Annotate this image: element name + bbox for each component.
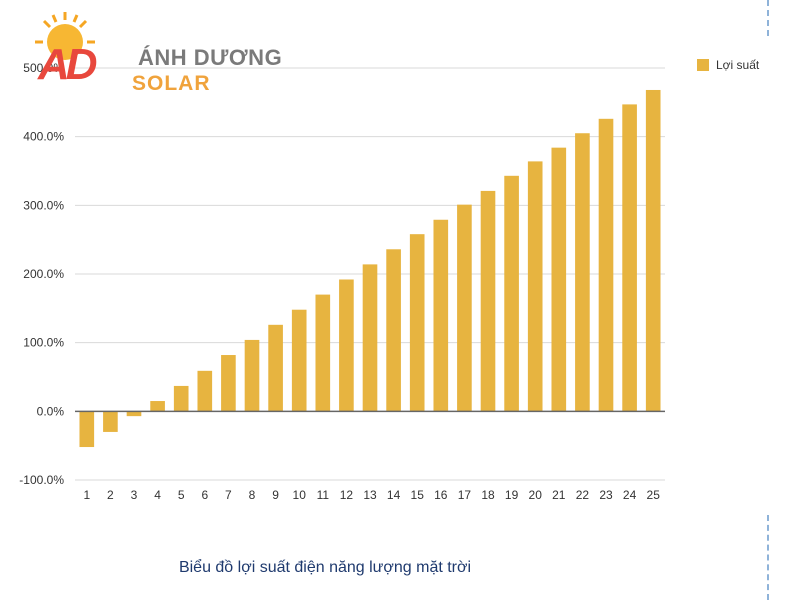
y-tick-label: 300.0% [23,198,64,212]
x-tick-label: 6 [201,488,208,502]
legend-label: Lợi suất [716,58,760,72]
legend-swatch [697,59,709,71]
bar [504,175,519,412]
legend: Lợi suất [697,58,759,72]
y-tick-label: 0.0% [37,404,65,418]
y-tick-label: 100.0% [23,336,64,350]
bar [173,385,189,412]
x-tick-label: 1 [83,488,90,502]
bar [457,204,472,412]
bar [79,411,95,448]
dashed-border-top [767,0,769,36]
dashed-border-bottom [767,515,769,600]
bar [103,411,118,432]
bar [480,190,496,412]
y-tick-label: -100.0% [19,473,64,487]
bar [362,264,378,412]
x-tick-label: 11 [317,488,330,502]
x-tick-label: 24 [623,488,637,502]
x-tick-label: 25 [647,488,661,502]
bar [622,104,637,412]
brand-sub: SOLAR [132,72,211,95]
x-tick-label: 19 [505,488,519,502]
y-tick-label: 500.0% [23,61,64,75]
bar [339,279,354,412]
bar [244,339,260,412]
x-tick-label: 20 [529,488,543,502]
bar [221,355,236,412]
bar [645,89,661,412]
bar [551,147,567,412]
bar [575,133,590,412]
y-tick-label: 400.0% [23,130,64,144]
x-tick-label: 3 [131,488,138,502]
x-tick-label: 18 [481,488,495,502]
x-tick-label: 17 [458,488,472,502]
x-tick-label: 14 [387,488,401,502]
x-tick-label: 2 [107,488,114,502]
bar [386,249,401,412]
bar [197,370,213,412]
bar [409,234,425,412]
brand-logo: AD ÁNH DƯƠNG SOLAR [20,12,282,95]
bar [126,411,142,417]
bar [268,324,283,412]
sun-logo-icon [35,12,95,60]
x-tick-label: 23 [599,488,613,502]
x-tick-label: 7 [225,488,232,502]
brand-name: ÁNH DƯƠNG [138,45,283,70]
x-tick-label: 10 [293,488,307,502]
x-tick-label: 8 [249,488,256,502]
x-tick-label: 21 [552,488,566,502]
x-tick-label: 4 [154,488,161,502]
x-tick-label: 13 [363,488,377,502]
bar [598,118,614,412]
bar [315,294,331,412]
y-tick-label: 200.0% [23,267,64,281]
x-tick-label: 12 [340,488,354,502]
x-tick-label: 15 [411,488,425,502]
logo-monogram: AD [38,40,98,89]
bar [433,219,449,412]
x-tick-label: 22 [576,488,590,502]
x-tick-label: 16 [434,488,448,502]
bar [150,401,165,412]
chart-caption: Biểu đồ lợi suất điện năng lượng mặt trờ… [178,559,472,576]
x-tick-label: 9 [272,488,279,502]
x-tick-label: 5 [178,488,185,502]
bar [291,309,307,412]
bar [527,161,543,412]
